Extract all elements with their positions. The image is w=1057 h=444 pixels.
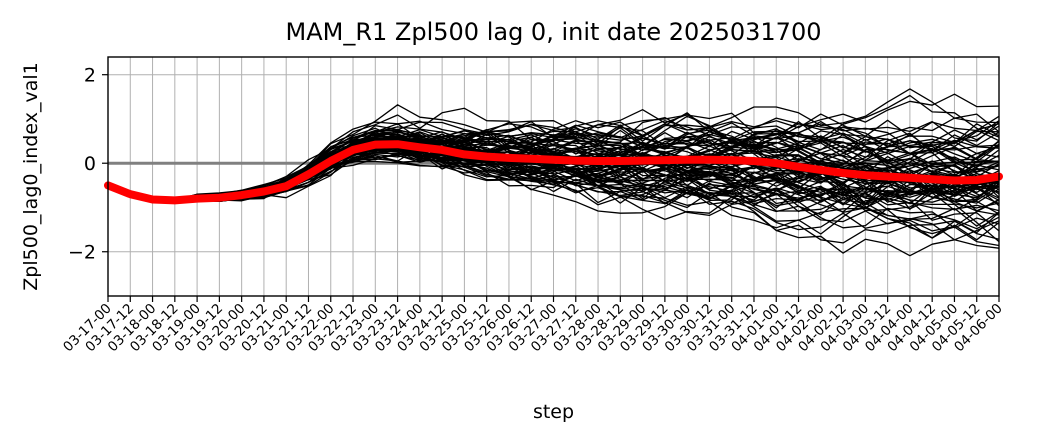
y-tick-label: −2 xyxy=(68,242,96,264)
y-axis-label: Zpl500_lag0_index_val1 xyxy=(20,62,42,290)
y-ticks: 2 0 −2 xyxy=(68,65,108,264)
chart-title: MAM_R1 Zpl500 lag 0, init date 202503170… xyxy=(286,18,822,46)
y-tick-label: 2 xyxy=(84,65,96,87)
ensemble-mean-layer xyxy=(104,140,1003,205)
y-tick-label: 0 xyxy=(84,153,96,175)
grid-layer xyxy=(107,57,1000,296)
ensemble-mean-line xyxy=(104,140,1003,205)
ensemble-member-line xyxy=(107,115,1000,202)
x-ticks: 03-17-0003-17-1203-18-0003-18-1203-19-00… xyxy=(60,296,1006,355)
x-axis-label: step xyxy=(533,401,574,423)
